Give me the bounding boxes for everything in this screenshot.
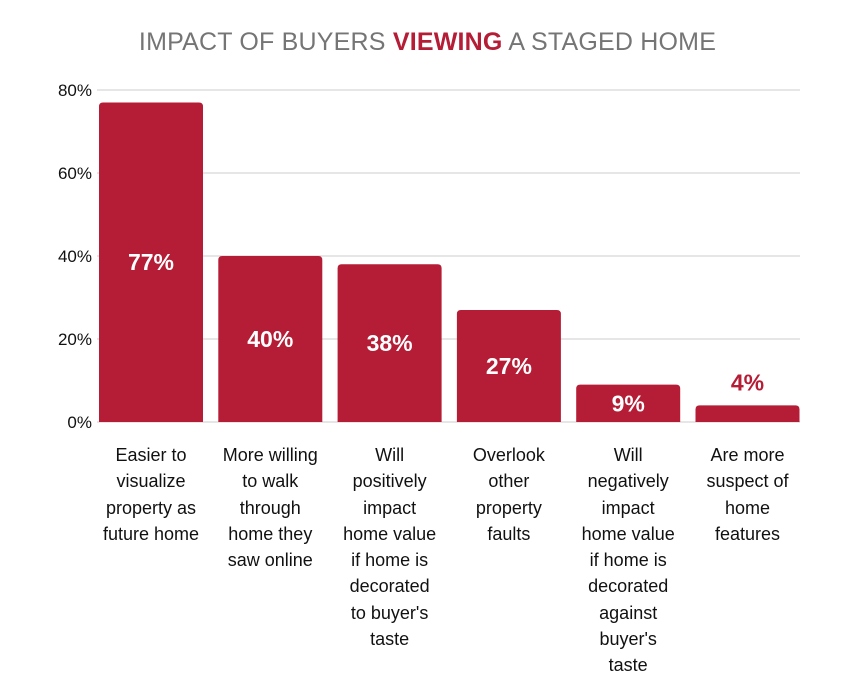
data-label: 9%	[612, 390, 645, 416]
data-label: 4%	[731, 369, 764, 395]
bar	[337, 264, 442, 422]
data-labels: 77% 40% 38% 27% 9% 4%	[128, 249, 764, 416]
bar	[99, 102, 203, 422]
bar	[456, 309, 561, 422]
chart-title-prefix: IMPACT OF BUYERS	[138, 28, 393, 56]
chart-title-suffix: A STAGED HOME	[502, 28, 717, 56]
data-label: 27%	[486, 353, 532, 379]
y-axis-ticks: 0% 20% 40% 60% 80%	[58, 81, 92, 432]
x-category-label: Will negatively impact home value if hom…	[581, 445, 675, 676]
y-tick-label: 80%	[58, 81, 92, 100]
chart-title: IMPACT OF BUYERS VIEWING A STAGED HOME	[0, 28, 855, 57]
bar	[576, 384, 681, 422]
y-tick-label: 20%	[58, 330, 92, 349]
gridlines	[97, 89, 800, 423]
x-category-label: More willing to walk through home they s…	[222, 445, 318, 571]
x-category-label: Overlook other property faults	[472, 445, 545, 544]
bars	[99, 102, 800, 422]
x-category-label: Will positively impact home value if hom…	[343, 445, 437, 650]
chart-title-highlight: VIEWING	[392, 28, 503, 56]
x-category-label: Are more suspect of home features	[706, 445, 789, 544]
data-label: 40%	[247, 326, 293, 352]
data-label: 38%	[367, 330, 413, 356]
bar	[695, 405, 800, 422]
x-category-label: Easier to visualize property as future h…	[102, 445, 200, 544]
bar	[218, 256, 323, 422]
y-tick-label: 40%	[58, 247, 92, 266]
data-label: 77%	[128, 249, 174, 275]
y-tick-label: 0%	[67, 413, 92, 432]
y-tick-label: 60%	[58, 164, 92, 183]
